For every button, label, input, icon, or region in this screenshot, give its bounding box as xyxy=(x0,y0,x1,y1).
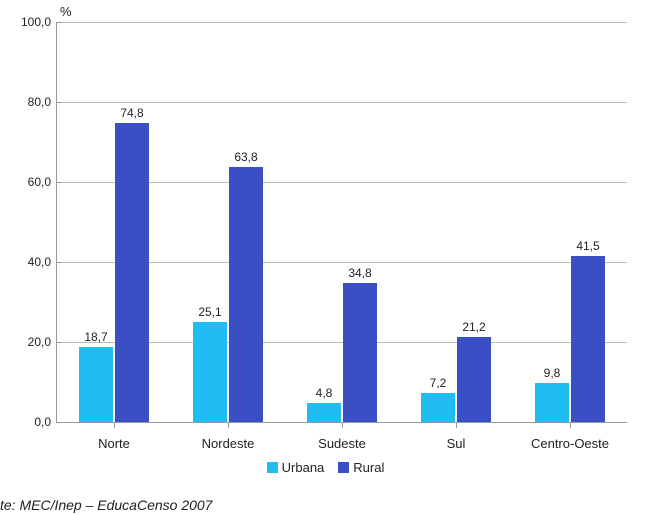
legend-swatch xyxy=(267,462,278,473)
bar-group: 25,163,8Nordeste xyxy=(171,167,285,422)
bar-group: 9,841,5Centro-Oeste xyxy=(513,256,627,422)
x-tick xyxy=(228,422,229,428)
bar: 18,7 xyxy=(79,347,113,422)
plot-area: 0,020,040,060,080,0100,018,774,8Norte25,… xyxy=(56,22,627,423)
bar: 4,8 xyxy=(307,403,341,422)
bar-value-label: 41,5 xyxy=(576,239,599,253)
bar-value-label: 25,1 xyxy=(198,305,221,319)
grid-line xyxy=(57,102,627,103)
bar: 9,8 xyxy=(535,383,569,422)
x-tick xyxy=(114,422,115,428)
x-category-label: Norte xyxy=(98,436,130,451)
bar-group: 7,221,2Sul xyxy=(399,337,513,422)
y-tick-label: 40,0 xyxy=(28,255,57,269)
y-tick-label: 80,0 xyxy=(28,95,57,109)
bar: 34,8 xyxy=(343,283,377,422)
y-axis-title: % xyxy=(60,4,72,19)
x-category-label: Sudeste xyxy=(318,436,366,451)
bar: 7,2 xyxy=(421,393,455,422)
y-tick-label: 0,0 xyxy=(34,415,57,429)
legend-label: Urbana xyxy=(282,460,325,475)
bar-value-label: 18,7 xyxy=(84,330,107,344)
x-tick xyxy=(342,422,343,428)
bar-value-label: 21,2 xyxy=(462,320,485,334)
bar: 21,2 xyxy=(457,337,491,422)
legend-item: Rural xyxy=(338,460,384,475)
bar: 63,8 xyxy=(229,167,263,422)
bar-group: 18,774,8Norte xyxy=(57,123,171,422)
x-category-label: Nordeste xyxy=(202,436,255,451)
bar-value-label: 9,8 xyxy=(544,366,561,380)
bar-value-label: 4,8 xyxy=(316,386,333,400)
x-category-label: Sul xyxy=(447,436,466,451)
bar-value-label: 74,8 xyxy=(120,106,143,120)
y-tick-label: 60,0 xyxy=(28,175,57,189)
legend-swatch xyxy=(338,462,349,473)
bar: 25,1 xyxy=(193,322,227,422)
bar: 74,8 xyxy=(115,123,149,422)
y-tick-label: 20,0 xyxy=(28,335,57,349)
bar-value-label: 34,8 xyxy=(348,266,371,280)
grid-line xyxy=(57,22,627,23)
legend: Urbana Rural xyxy=(0,460,651,475)
chart-container: % 0,020,040,060,080,0100,018,774,8Norte2… xyxy=(0,0,651,515)
bar-value-label: 7,2 xyxy=(430,376,447,390)
x-category-label: Centro-Oeste xyxy=(531,436,609,451)
x-tick xyxy=(570,422,571,428)
bar: 41,5 xyxy=(571,256,605,422)
source-caption: te: MEC/Inep – EducaCenso 2007 xyxy=(0,497,212,513)
bar-group: 4,834,8Sudeste xyxy=(285,283,399,422)
legend-item: Urbana xyxy=(267,460,325,475)
y-tick-label: 100,0 xyxy=(21,15,57,29)
x-tick xyxy=(456,422,457,428)
bar-value-label: 63,8 xyxy=(234,150,257,164)
legend-label: Rural xyxy=(353,460,384,475)
